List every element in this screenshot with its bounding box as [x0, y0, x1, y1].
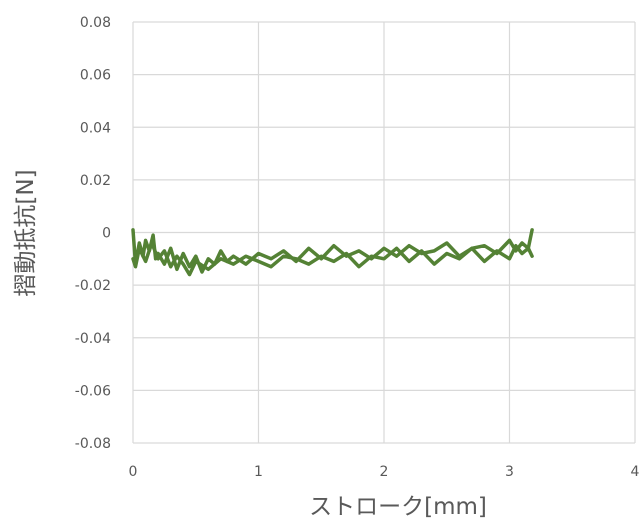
y-tick-label: -0.08	[75, 436, 111, 452]
series-lines	[131, 228, 534, 277]
x-tick-label: 4	[631, 464, 640, 480]
gridlines	[132, 21, 636, 444]
y-tick-label: 0	[102, 226, 111, 242]
x-tick-label: 1	[254, 464, 263, 480]
y-tick-label: -0.04	[75, 331, 111, 347]
x-axis-title: ストローク[mm]	[309, 494, 487, 520]
y-axis-title: 摺動抵抗[N]	[13, 169, 39, 296]
y-tick-label: 0.06	[80, 68, 111, 84]
y-tick-label: -0.02	[75, 278, 111, 294]
y-axis-ticks: 0.08 0.06 0.04 0.02 0 -0.02 -0.04 -0.06 -0.08	[75, 15, 111, 452]
x-tick-label: 2	[380, 464, 389, 480]
y-tick-label: 0.04	[80, 120, 111, 136]
x-tick-label: 0	[129, 464, 138, 480]
series-line-2	[131, 241, 534, 277]
y-tick-label: 0.02	[80, 173, 111, 189]
x-tick-label: 3	[505, 464, 514, 480]
x-axis-ticks: 0 1 2 3 4	[129, 464, 640, 480]
y-tick-label: -0.06	[75, 383, 111, 399]
y-tick-label: 0.08	[80, 15, 111, 31]
